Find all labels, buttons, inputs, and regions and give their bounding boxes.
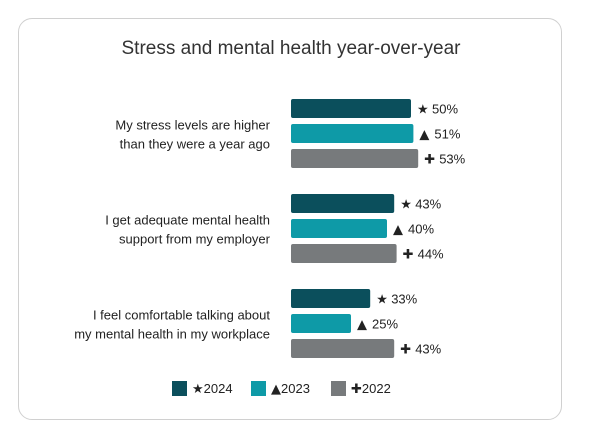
bar-2023-2 [291, 314, 351, 333]
data-label: 43% [415, 197, 441, 212]
category-label: I feel comfortable talking about my menta… [74, 308, 270, 342]
data-label: 33% [391, 292, 417, 307]
data-label: 25% [372, 317, 398, 332]
series-symbol: ✚ [424, 153, 435, 168]
data-label: 53% [439, 152, 465, 167]
category-label-line: I feel comfortable talking about [93, 308, 270, 323]
legend-swatch-2022 [331, 381, 346, 396]
series-symbol: ✚ [400, 343, 411, 358]
series-symbol: ★ [400, 198, 412, 213]
legend-swatch-2023 [251, 381, 266, 396]
bar-2024-2 [291, 289, 371, 308]
series-symbol: ★ [417, 103, 429, 118]
data-label: 50% [432, 102, 458, 117]
series-symbol: ▲ [393, 223, 403, 238]
legend-label-2023: ▲2023 [271, 381, 310, 397]
category-label-line: My stress levels are higher [115, 118, 270, 133]
data-label: 51% [434, 127, 460, 142]
category-label: I get adequate mental health support from… [105, 213, 270, 247]
bar-2024-1 [291, 194, 395, 213]
category-label-line: I get adequate mental health [105, 213, 270, 228]
series-symbol: ★ [376, 293, 388, 308]
chart-title: Stress and mental health year-over-year [121, 38, 461, 59]
data-label: 43% [415, 342, 441, 357]
bar-2023-1 [291, 219, 387, 238]
category-label-line: my mental health in my workplace [74, 327, 270, 342]
data-label: 40% [408, 222, 434, 237]
bar-2023-0 [291, 124, 414, 143]
legend-swatch-2024 [172, 381, 187, 396]
category-label-line: support from my employer [119, 232, 271, 247]
bar-2022-2 [291, 339, 395, 358]
bar-2022-0 [291, 149, 419, 168]
bar-2022-1 [291, 244, 397, 263]
bar-2024-0 [291, 99, 411, 118]
series-symbol: ▲ [419, 128, 429, 143]
chart-card [18, 18, 562, 420]
legend-label-2024: ★2024 [192, 381, 233, 397]
series-symbol: ✚ [403, 248, 414, 263]
legend-label-2022: ✚2022 [351, 381, 391, 397]
category-label-line: than they were a year ago [120, 137, 270, 152]
data-label: 44% [418, 247, 444, 262]
category-label: My stress levels are higher than they wer… [115, 118, 270, 152]
series-symbol: ▲ [357, 318, 367, 333]
